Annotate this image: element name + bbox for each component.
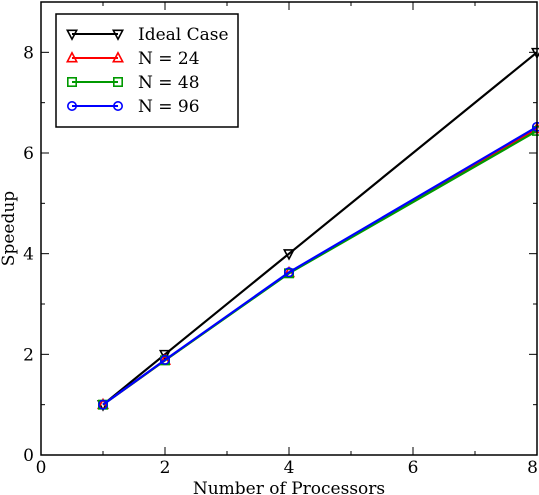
legend-marker	[67, 77, 78, 88]
x-tick-label: 8	[527, 458, 538, 478]
legend-item: Ideal Case	[65, 25, 229, 45]
series-3	[98, 121, 539, 410]
x-tick-label: 2	[160, 458, 171, 478]
data-point	[158, 349, 172, 362]
x-tick-label: 0	[36, 458, 47, 478]
legend-label: N = 96	[138, 97, 200, 117]
legend-label: N = 24	[138, 49, 200, 69]
series-2	[98, 125, 539, 410]
y-tick-label: 2	[23, 345, 34, 365]
series-line	[102, 51, 538, 406]
legend-item: N = 96	[67, 97, 200, 117]
legend-item: N = 24	[65, 49, 200, 69]
series-1	[96, 121, 539, 410]
series-line	[102, 125, 538, 406]
y-tick-label: 0	[23, 446, 34, 466]
legend: Ideal Case N = 24 N = 48 N = 96	[55, 13, 239, 128]
y-tick-label: 6	[23, 144, 34, 164]
legend-item: N = 48	[67, 73, 200, 93]
legend-marker	[113, 77, 124, 88]
data-point	[283, 267, 294, 278]
data-layer	[96, 47, 539, 412]
data-point	[282, 249, 296, 261]
legend-box	[55, 13, 239, 128]
x-axis-label: Number of Processors	[193, 479, 385, 495]
y-tick-label: 4	[23, 245, 34, 265]
legend-marker	[113, 101, 124, 112]
data-point	[98, 399, 109, 410]
x-tick-label: 6	[408, 458, 419, 478]
legend-marker	[65, 29, 79, 41]
legend-marker	[111, 29, 125, 41]
ticks-layer: 0 2 4 6 8 0 2 4 6 8	[23, 1, 538, 478]
y-tick-label: 8	[23, 43, 34, 63]
legend-label: N = 48	[138, 73, 200, 93]
data-point	[160, 354, 171, 365]
legend-marker	[65, 51, 79, 63]
legend-marker	[67, 101, 78, 112]
y-axis-label: Speedup	[0, 191, 19, 266]
legend-label: Ideal Case	[138, 25, 229, 45]
x-tick-label: 4	[284, 458, 295, 478]
legend-marker	[111, 51, 125, 63]
